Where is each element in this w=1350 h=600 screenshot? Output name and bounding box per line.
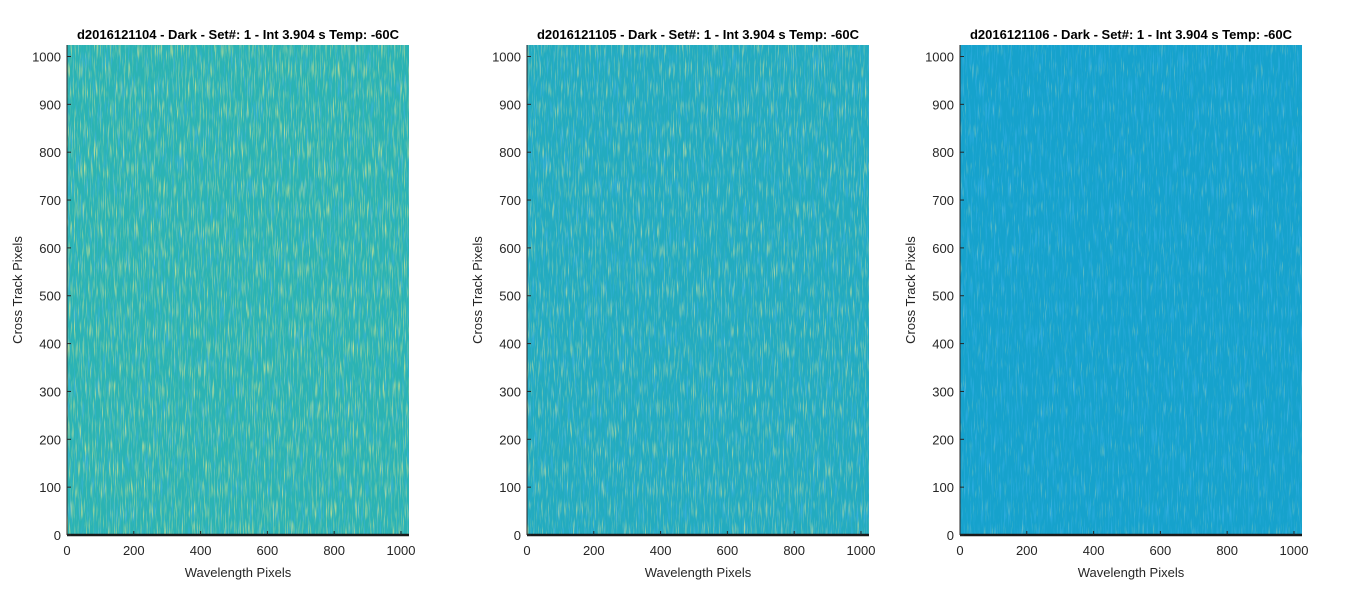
x-tick-label: 400 bbox=[190, 543, 212, 558]
y-tick-label: 600 bbox=[499, 241, 521, 256]
y-tick-label: 0 bbox=[514, 528, 521, 543]
x-axis-label: Wavelength Pixels bbox=[645, 565, 752, 580]
x-tick-label: 600 bbox=[1150, 543, 1172, 558]
y-tick-label: 400 bbox=[932, 337, 954, 352]
y-tick-label: 200 bbox=[39, 432, 61, 447]
x-tick-label: 200 bbox=[1016, 543, 1038, 558]
x-tick-label: 0 bbox=[63, 543, 70, 558]
x-tick-label: 200 bbox=[583, 543, 605, 558]
heatmap-panel-2: d2016121105 - Dark - Set#: 1 - Int 3.904… bbox=[470, 27, 875, 580]
y-tick-label: 1000 bbox=[492, 49, 521, 64]
y-tick-label: 900 bbox=[499, 97, 521, 112]
y-tick-label: 700 bbox=[39, 193, 61, 208]
y-tick-label: 1000 bbox=[32, 49, 61, 64]
y-tick-label: 700 bbox=[499, 193, 521, 208]
y-axis-label: Cross Track Pixels bbox=[903, 236, 918, 344]
y-tick-label: 200 bbox=[499, 432, 521, 447]
y-tick-label: 500 bbox=[499, 289, 521, 304]
y-axis-label: Cross Track Pixels bbox=[470, 236, 485, 344]
y-tick-label: 800 bbox=[39, 145, 61, 160]
x-tick-label: 600 bbox=[257, 543, 279, 558]
y-tick-label: 700 bbox=[932, 193, 954, 208]
chart-title: d2016121105 - Dark - Set#: 1 - Int 3.904… bbox=[537, 27, 860, 42]
y-tick-label: 100 bbox=[39, 480, 61, 495]
x-tick-label: 200 bbox=[123, 543, 145, 558]
x-axis-label: Wavelength Pixels bbox=[185, 565, 292, 580]
y-tick-label: 0 bbox=[54, 528, 61, 543]
heatmap-image bbox=[67, 45, 409, 535]
y-tick-label: 200 bbox=[932, 432, 954, 447]
x-tick-label: 800 bbox=[323, 543, 345, 558]
y-tick-label: 500 bbox=[39, 289, 61, 304]
y-tick-label: 100 bbox=[499, 480, 521, 495]
x-tick-label: 0 bbox=[523, 543, 530, 558]
heatmap-noise-light bbox=[67, 45, 409, 535]
y-tick-label: 400 bbox=[499, 337, 521, 352]
y-tick-label: 100 bbox=[932, 480, 954, 495]
y-tick-label: 500 bbox=[932, 289, 954, 304]
x-tick-label: 1000 bbox=[1280, 543, 1309, 558]
x-tick-label: 800 bbox=[1216, 543, 1238, 558]
y-tick-label: 800 bbox=[499, 145, 521, 160]
heatmap-panel-1: d2016121104 - Dark - Set#: 1 - Int 3.904… bbox=[10, 27, 415, 580]
y-tick-label: 1000 bbox=[925, 49, 954, 64]
y-tick-label: 900 bbox=[932, 97, 954, 112]
y-tick-label: 300 bbox=[499, 384, 521, 399]
y-tick-label: 0 bbox=[947, 528, 954, 543]
y-tick-label: 300 bbox=[932, 384, 954, 399]
chart-title: d2016121104 - Dark - Set#: 1 - Int 3.904… bbox=[77, 27, 400, 42]
y-tick-label: 400 bbox=[39, 337, 61, 352]
y-tick-label: 600 bbox=[932, 241, 954, 256]
heatmap-image bbox=[960, 45, 1302, 535]
x-tick-label: 0 bbox=[956, 543, 963, 558]
x-tick-label: 400 bbox=[1083, 543, 1105, 558]
heatmap-noise-light bbox=[527, 45, 869, 535]
x-tick-label: 1000 bbox=[387, 543, 416, 558]
y-tick-label: 600 bbox=[39, 241, 61, 256]
y-axis-label: Cross Track Pixels bbox=[10, 236, 25, 344]
x-tick-label: 400 bbox=[650, 543, 672, 558]
x-tick-label: 1000 bbox=[847, 543, 876, 558]
heatmap-noise-light bbox=[960, 45, 1302, 535]
heatmap-image bbox=[527, 45, 869, 535]
x-axis-label: Wavelength Pixels bbox=[1078, 565, 1185, 580]
chart-title: d2016121106 - Dark - Set#: 1 - Int 3.904… bbox=[970, 27, 1293, 42]
y-tick-label: 800 bbox=[932, 145, 954, 160]
x-tick-label: 600 bbox=[717, 543, 739, 558]
y-tick-label: 300 bbox=[39, 384, 61, 399]
y-tick-label: 900 bbox=[39, 97, 61, 112]
heatmap-panel-3: d2016121106 - Dark - Set#: 1 - Int 3.904… bbox=[903, 27, 1308, 580]
x-tick-label: 800 bbox=[783, 543, 805, 558]
